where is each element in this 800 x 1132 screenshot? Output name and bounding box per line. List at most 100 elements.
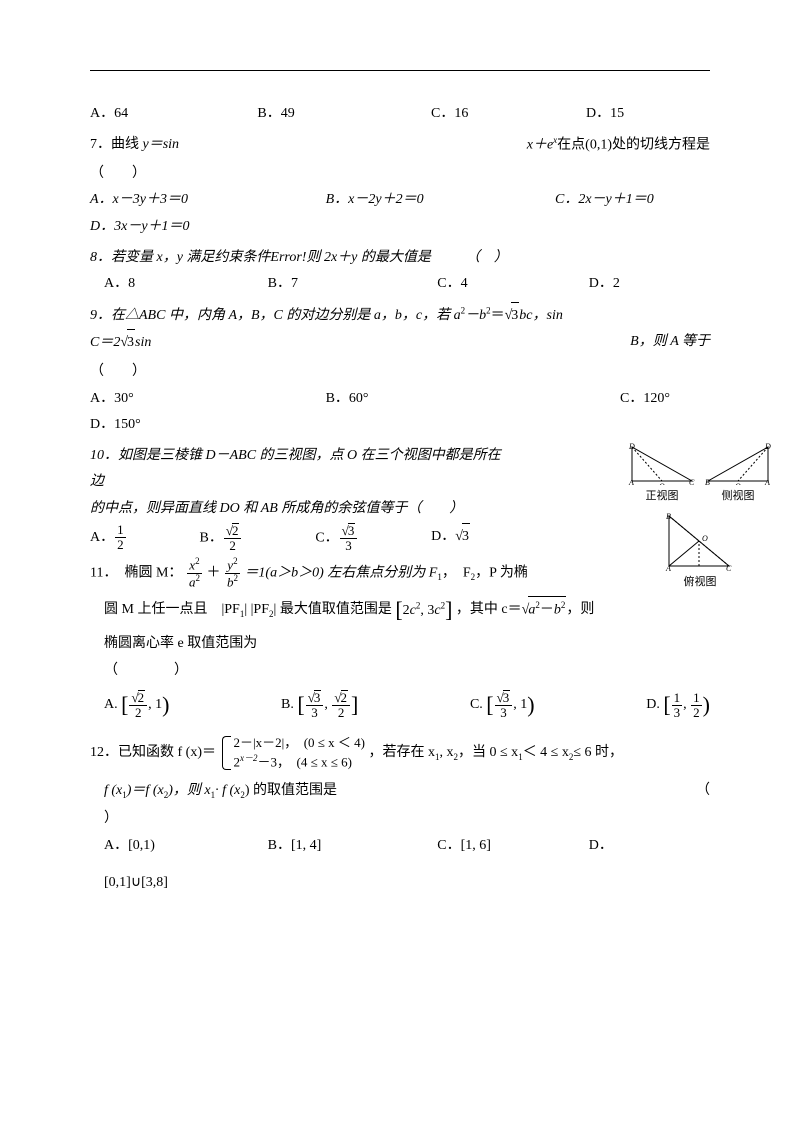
q10-c-num: 3: [348, 523, 356, 538]
q8-stem-text: 8．若变量 x，y 满足约束条件Error!则 2x＋y 的最大值是 （ ）: [90, 250, 508, 265]
q12-mid: ，若存在 x: [369, 745, 436, 760]
q12-c: C．[1, 6]: [437, 833, 589, 860]
q12-dopt: [0,1]∪[3,8]: [90, 870, 710, 897]
svg-text:O: O: [659, 482, 665, 485]
svg-text:D: D: [628, 443, 635, 451]
q7-optB: B．x－2y＋2＝0: [326, 187, 555, 214]
svg-text:B: B: [705, 478, 710, 485]
q9-l1c: ＝: [491, 308, 505, 323]
q12-mid3: ，当 0 ≤ x: [458, 745, 518, 760]
q11-l2a: 圆 M 上任一点且 |PF: [104, 603, 240, 618]
svg-text:O: O: [702, 534, 708, 543]
q12-b: B．[1, 4]: [268, 833, 438, 860]
q10-b-den: 2: [224, 539, 242, 553]
q11-optA: A. [√22, 1): [104, 684, 169, 726]
q9-a: A．30°: [90, 386, 326, 413]
q9-line2: C＝2√3sin B，则 A 等于: [90, 329, 710, 357]
q8-a: A．8: [104, 271, 268, 298]
q9-l2c: B，则 A 等于: [630, 329, 710, 357]
q12-p2b: －3， (4 ≤ x ≤ 6): [258, 755, 352, 770]
q12-l2e: ) 的取值范围是: [245, 783, 337, 798]
q10-a-num: 1: [115, 523, 126, 538]
q7: 7．曲线 y＝sin x＋ex在点(0,1)处的切线方程是 （ ） A．x－3y…: [90, 132, 710, 241]
front-view-icon: A O C D: [627, 443, 697, 485]
q11-line2: 圆 M 上任一点且 |PF1| |PF2| 最大值取值范围是 [2c2, 3c2…: [90, 589, 710, 631]
q9-l2b: sin: [135, 335, 151, 350]
dia1-label: 正视图: [627, 486, 697, 507]
q9-paren: （ ）: [90, 359, 710, 386]
q9-l2a: C＝2: [90, 335, 120, 350]
q9-l1b: －b: [465, 308, 486, 323]
q11: 11． 椭圆 M： x2a2 ＋ y2b2 ＝1(a＞b＞0) 左右焦点分别为 …: [90, 557, 710, 726]
q12-a: A．[0,1): [104, 833, 268, 860]
q7-stem-math: y＝sin: [143, 137, 180, 152]
q12-mid5: ≤ 6 时，: [573, 745, 623, 760]
q9: 9．在△ABC 中，内角 A，B，C 的对边分别是 a，b，c，若 a2－b2＝…: [90, 302, 710, 439]
q10-optA: A．12: [90, 523, 127, 554]
q10-optD: D．√3: [431, 523, 470, 554]
q10-c-lbl: C．: [315, 530, 338, 545]
q11-eqend: ，P 为椭: [475, 566, 528, 581]
q12-l2b: )＝f (x: [127, 783, 164, 798]
q10: 10．如图是三棱锥 D－ABC 的三视图，点 O 在三个视图中都是所在边 的中点…: [90, 443, 710, 553]
q7-optD: D．3x－y＋1＝0: [90, 214, 710, 241]
q10-b-num: 2: [232, 523, 240, 538]
q12-l2c: )，则 x: [168, 783, 210, 798]
q9-line1: 9．在△ABC 中，内角 A，B，C 的对边分别是 a，b，c，若 a2－b2＝…: [90, 302, 710, 330]
q6-b: B．49: [257, 101, 431, 128]
q12-line1: 12．已知函数 f (x)＝ 2－|x－2|， (0 ≤ x ＜ 4) 2x－2…: [90, 734, 710, 772]
q12-line2: f (x1)＝f (x2)，则 x1· f (x2) 的取值范围是: [104, 778, 337, 805]
q11-pre: 11． 椭圆 M：: [90, 566, 182, 581]
q12-mid4: ＜ 4 ≤ x: [523, 745, 569, 760]
q10-l2: 的中点，则异面直线 DO 和 AB 所成角的余弦值等于（ ）: [90, 496, 512, 523]
q10-a-den: 2: [115, 538, 126, 552]
q7-paren: （ ）: [90, 161, 710, 188]
q11-options: A. [√22, 1) B. [√33, √22] C. [√33, 1) D.…: [90, 684, 710, 726]
q12-d: D．: [589, 833, 710, 860]
q7-stem-right: x＋ex在点(0,1)处的切线方程是: [527, 132, 710, 159]
q11-l2c: | 最大值取值范围是: [274, 603, 392, 618]
q11-paren: （ ）: [90, 658, 710, 685]
svg-text:C: C: [689, 478, 695, 485]
q8-b: B．7: [268, 271, 438, 298]
svg-text:C: C: [726, 564, 732, 571]
q6-options: A．64 B．49 C．16 D．15: [90, 101, 710, 128]
q6-c: C．16: [431, 101, 586, 128]
q12-paren-close: ）: [90, 806, 710, 833]
q12-l2d: · f (x: [215, 783, 240, 798]
q10-c-den: 3: [340, 539, 358, 553]
q6-a: A．64: [90, 101, 257, 128]
q7-stem-left: 7．曲线 y＝sin: [90, 132, 179, 159]
q6-d: D．15: [586, 101, 710, 128]
q11-line3: 椭圆离心率 e 取值范围为: [90, 631, 710, 658]
q7-stem-c: 在点(0,1)处的切线方程是: [557, 137, 710, 152]
q8: 8．若变量 x，y 满足约束条件Error!则 2x＋y 的最大值是 （ ） A…: [90, 245, 710, 298]
q11-eqmid: ＝1(a＞b＞0) 左右焦点分别为 F: [244, 566, 437, 581]
q10-d-val: 3: [462, 523, 470, 551]
svg-text:A: A: [764, 478, 770, 485]
side-view-icon: B O A D: [703, 443, 773, 485]
q11-l2d: ，其中 c＝: [456, 603, 522, 618]
q8-stem: 8．若变量 x，y 满足约束条件Error!则 2x＋y 的最大值是 （ ）: [90, 245, 710, 272]
q7-stem-a: 7．曲线: [90, 137, 143, 152]
q9-d: D．150°: [90, 412, 710, 439]
q12-l2a: f (x: [104, 783, 122, 798]
q11-l2b: | |PF: [244, 603, 269, 618]
q10-b-lbl: B．: [199, 530, 222, 545]
q10-optC: C．√33: [315, 523, 358, 554]
dia2-label: 侧视图: [703, 486, 773, 507]
q7-optA: A．x－3y＋3＝0: [90, 187, 326, 214]
q12-paren-open: （: [696, 778, 710, 805]
q9-c: C．120°: [499, 386, 710, 413]
svg-text:D: D: [764, 443, 771, 451]
q10-d-lbl: D．: [431, 529, 455, 544]
q10-optB: B．√22: [199, 523, 242, 554]
svg-text:O: O: [735, 482, 741, 485]
q11-optB: B. [√33, √22]: [281, 684, 358, 726]
q11-eqtail: ， F: [442, 566, 471, 581]
q9-l1d: bc，sin: [519, 308, 563, 323]
q10-l1: 10．如图是三棱锥 D－ABC 的三视图，点 O 在三个视图中都是所在边: [90, 443, 512, 496]
svg-text:B: B: [666, 512, 671, 521]
q8-c: C．4: [437, 271, 589, 298]
q12-p1: 2－|x－2|， (0 ≤ x ＜ 4): [234, 734, 366, 752]
